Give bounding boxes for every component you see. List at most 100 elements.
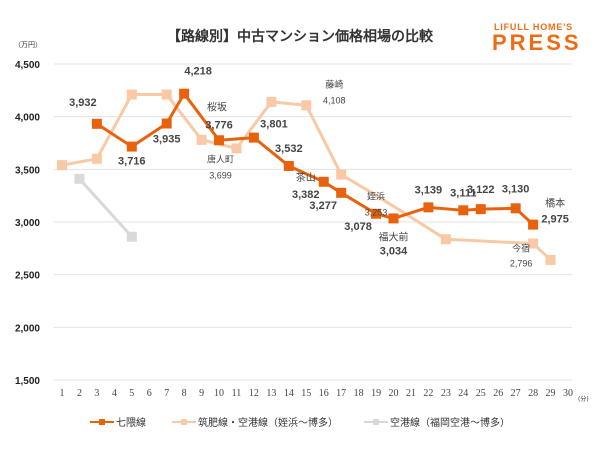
x-tick-label: 23 (441, 388, 451, 399)
x-tick-label: 24 (458, 388, 468, 399)
data-point-marker (475, 204, 486, 215)
data-label: 3,139 (415, 184, 443, 196)
station-label: 福大前 (379, 230, 409, 243)
data-point-marker (161, 118, 172, 129)
data-label: 3,122 (467, 184, 495, 196)
x-tick-label: 14 (284, 388, 294, 399)
data-point-marker (266, 96, 277, 107)
x-tick-label: 16 (319, 388, 329, 399)
data-point-marker (545, 254, 556, 265)
legend-label: 七隈線 (116, 418, 146, 429)
data-point-marker (74, 173, 85, 184)
station-label: 桜坂 (207, 100, 227, 113)
data-point-marker (371, 208, 382, 219)
data-point-marker (179, 88, 190, 99)
station-label: 橋本 (545, 197, 565, 210)
data-label: 3,277 (309, 200, 337, 212)
data-point-marker (91, 118, 102, 129)
data-label: 3,130 (502, 183, 530, 195)
logo-press-text: PRESS (492, 30, 582, 55)
data-point-marker (248, 132, 259, 143)
data-point-marker (336, 169, 347, 180)
x-tick-label: 7 (164, 388, 169, 399)
data-label: 4,108 (323, 95, 346, 105)
legend-label: 筑肥線・空港線（姪浜～博多） (198, 418, 338, 429)
y-tick-label: 1,500 (15, 376, 40, 387)
x-tick-label: 4 (112, 388, 117, 399)
station-label: 茶山 (296, 171, 316, 184)
data-point-marker (231, 143, 242, 154)
x-tick-label: 3 (94, 388, 99, 399)
x-tick-label: 5 (129, 388, 134, 399)
legend-swatch-icon (90, 417, 114, 427)
x-axis-unit: (分) (578, 396, 589, 403)
x-tick-label: 28 (528, 388, 538, 399)
x-tick-label: 21 (406, 388, 416, 399)
x-tick-label: 22 (423, 388, 433, 399)
data-point-marker (126, 231, 137, 242)
series-line (78, 177, 133, 238)
x-tick-label: 12 (249, 388, 259, 399)
x-tick-label: 27 (511, 388, 521, 399)
data-point-marker (528, 238, 539, 249)
legend-item-kuko: 空港線（福岡空港～博多） (364, 414, 510, 429)
y-tick-label: 4,000 (15, 113, 40, 124)
x-tick-label: 30 (563, 388, 573, 399)
station-label: 藤崎 (325, 78, 343, 90)
data-point-marker (214, 135, 225, 146)
data-label: 3,382 (292, 189, 320, 201)
station-label: 姪浜 (367, 190, 385, 202)
data-point-marker (318, 176, 329, 187)
legend-swatch-icon (172, 417, 196, 427)
station-label: 唐人町 (207, 153, 234, 165)
x-tick-label: 29 (546, 388, 556, 399)
data-label: 3,253 (365, 207, 388, 217)
data-label: 3,699 (209, 170, 232, 180)
data-point-marker (336, 187, 347, 198)
x-tick-label: 9 (199, 388, 204, 399)
legend-label: 空港線（福岡空港～博多） (390, 418, 510, 429)
station-label: 今宿 (512, 242, 530, 254)
x-tick-label: 13 (266, 388, 276, 399)
x-tick-label: 19 (371, 388, 381, 399)
legend-item-nanakuma: 七隈線 (90, 414, 146, 429)
x-tick-label: 10 (214, 388, 224, 399)
data-label: 2,975 (541, 214, 569, 226)
data-label: 3,801 (260, 119, 288, 131)
data-point-marker (57, 160, 67, 171)
x-tick-label: 18 (354, 388, 364, 399)
data-point-marker (388, 213, 399, 224)
data-point-marker (440, 234, 451, 245)
data-label: 3,034 (380, 245, 408, 257)
data-label: 4,218 (184, 66, 212, 78)
data-label: 3,932 (69, 97, 97, 109)
x-tick-label: 1 (60, 388, 65, 399)
x-tick-label: 11 (232, 388, 242, 399)
legend-swatch-icon (364, 417, 388, 427)
data-label: 3,716 (118, 156, 146, 168)
legend-item-chikuhi: 筑肥線・空港線（姪浜～博多） (172, 414, 338, 429)
y-tick-label: 2,000 (15, 323, 40, 334)
x-tick-label: 15 (301, 388, 311, 399)
data-label: 3,776 (205, 119, 233, 131)
data-label: 3,111 (450, 187, 476, 199)
data-label: 3,935 (153, 134, 181, 146)
x-tick-label: 26 (493, 388, 503, 399)
data-point-marker (458, 205, 469, 216)
y-tick-label: 2,500 (15, 271, 40, 282)
data-label: 3,078 (344, 221, 372, 233)
y-tick-label: 4,500 (15, 60, 40, 71)
y-axis-unit: （万円） (14, 41, 42, 49)
x-tick-label: 20 (389, 388, 399, 399)
chart-title: 【路線別】中古マンション価格相場の比較 (167, 29, 433, 45)
series-line (96, 92, 535, 226)
data-point-marker (528, 219, 539, 230)
data-point-marker (196, 134, 207, 145)
x-tick-label: 17 (336, 388, 346, 399)
logo-brand-text: LIFULL HOME'S (494, 22, 573, 32)
data-label: 2,796 (510, 258, 533, 268)
data-point-marker (91, 153, 102, 164)
x-tick-label: 2 (77, 388, 82, 399)
y-tick-label: 3,000 (15, 218, 40, 229)
data-point-marker (301, 100, 312, 111)
